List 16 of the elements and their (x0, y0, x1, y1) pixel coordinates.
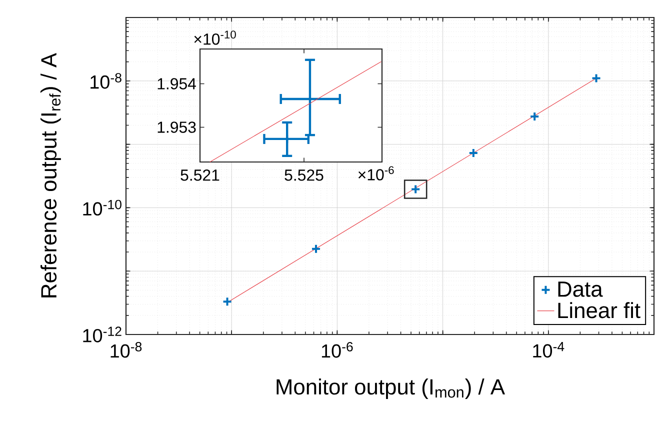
x-tick-label: 10$^{-6}$ (322, 342, 353, 358)
annotation: ×10$^{-6}$ (358, 166, 394, 180)
x-tick-label: 5.525 (284, 170, 324, 181)
y-tick-label: 10$^{-8}$ (90, 73, 122, 89)
y-axis-title: Reference output (I$_{ref}$) / A (40, 52, 61, 298)
y-tick-label: 1.953 (158, 122, 196, 133)
x-tick-label: 10$^{-4}$ (533, 342, 564, 358)
legend-label: Linear fit (558, 302, 640, 318)
y-tick-label: 10$^{-12}$ (83, 326, 122, 342)
y-tick-label: 1.954 (158, 78, 196, 90)
y-tick-label: 10$^{-10}$ (83, 200, 122, 216)
x-tick-label: 10$^{-8}$ (110, 342, 142, 358)
annotation: ×10$^{-10}$ (194, 30, 236, 45)
x-tick-label: 5.521 (180, 170, 220, 181)
x-axis-title: Monitor output (I$_{mon}$) / A (276, 378, 505, 399)
legend-label: Data (558, 282, 603, 297)
